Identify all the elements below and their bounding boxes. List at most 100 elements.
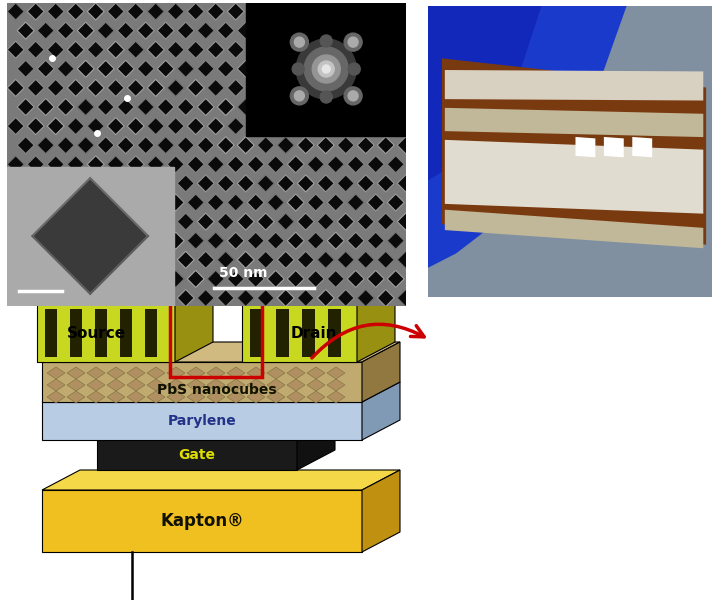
Polygon shape [77, 251, 94, 268]
Polygon shape [575, 137, 595, 157]
Polygon shape [237, 213, 255, 230]
Polygon shape [27, 156, 44, 173]
Polygon shape [307, 308, 324, 326]
Polygon shape [388, 271, 404, 287]
Polygon shape [47, 379, 65, 391]
Polygon shape [87, 308, 104, 326]
Polygon shape [127, 3, 145, 20]
Polygon shape [27, 271, 44, 287]
Polygon shape [197, 137, 214, 154]
Polygon shape [357, 284, 395, 362]
Polygon shape [58, 175, 74, 192]
Text: Gate: Gate [178, 448, 216, 462]
Polygon shape [91, 334, 141, 354]
Polygon shape [632, 137, 652, 157]
Polygon shape [317, 137, 334, 154]
Polygon shape [247, 391, 265, 403]
Polygon shape [257, 60, 274, 77]
Bar [170, 299, 262, 377]
Polygon shape [137, 213, 154, 230]
Polygon shape [407, 118, 424, 134]
Polygon shape [357, 213, 374, 230]
Polygon shape [58, 213, 74, 230]
Polygon shape [407, 194, 424, 211]
Polygon shape [157, 213, 174, 230]
Polygon shape [37, 137, 54, 154]
Polygon shape [77, 22, 94, 39]
Polygon shape [42, 382, 400, 402]
Polygon shape [327, 79, 344, 97]
Polygon shape [377, 137, 394, 154]
Polygon shape [187, 118, 204, 134]
Polygon shape [187, 271, 204, 287]
Polygon shape [168, 156, 184, 173]
Polygon shape [77, 137, 94, 154]
Bar [95, 309, 107, 357]
Polygon shape [17, 175, 35, 192]
Polygon shape [227, 232, 244, 249]
Polygon shape [113, 334, 163, 354]
Polygon shape [237, 98, 255, 115]
Polygon shape [127, 79, 145, 97]
Polygon shape [127, 41, 145, 58]
Polygon shape [127, 118, 145, 134]
Polygon shape [117, 60, 134, 77]
Polygon shape [77, 98, 94, 115]
Polygon shape [317, 213, 334, 230]
Polygon shape [107, 118, 124, 134]
Polygon shape [227, 79, 244, 97]
Polygon shape [168, 118, 184, 134]
Polygon shape [67, 118, 84, 134]
Polygon shape [267, 379, 285, 391]
Polygon shape [58, 289, 74, 307]
Polygon shape [17, 137, 35, 154]
Polygon shape [117, 213, 134, 230]
Circle shape [348, 37, 358, 47]
Polygon shape [37, 60, 54, 77]
Polygon shape [227, 308, 244, 326]
Polygon shape [157, 251, 174, 268]
Polygon shape [127, 379, 145, 391]
Polygon shape [67, 79, 84, 97]
Polygon shape [27, 232, 44, 249]
Polygon shape [197, 251, 214, 268]
Bar [70, 309, 82, 357]
Polygon shape [147, 391, 165, 403]
Circle shape [320, 91, 332, 103]
Polygon shape [197, 22, 214, 39]
Polygon shape [127, 271, 145, 287]
Polygon shape [428, 6, 626, 268]
Polygon shape [242, 284, 395, 304]
Polygon shape [287, 156, 304, 173]
Polygon shape [242, 304, 357, 362]
Polygon shape [257, 213, 274, 230]
Polygon shape [388, 194, 404, 211]
Polygon shape [297, 175, 314, 192]
Polygon shape [217, 22, 234, 39]
Polygon shape [442, 58, 706, 245]
Polygon shape [197, 175, 214, 192]
Polygon shape [377, 251, 394, 268]
Polygon shape [397, 98, 414, 115]
Polygon shape [7, 194, 24, 211]
Polygon shape [147, 41, 164, 58]
Polygon shape [237, 137, 255, 154]
Polygon shape [337, 175, 354, 192]
Polygon shape [257, 175, 274, 192]
Text: PbS nanocubes: PbS nanocubes [157, 383, 277, 397]
Polygon shape [77, 213, 94, 230]
Polygon shape [168, 232, 184, 249]
Polygon shape [287, 118, 304, 134]
Polygon shape [367, 156, 384, 173]
Polygon shape [175, 284, 213, 362]
Polygon shape [87, 232, 104, 249]
Polygon shape [367, 118, 384, 134]
Polygon shape [407, 308, 424, 326]
Polygon shape [37, 251, 54, 268]
Polygon shape [347, 308, 365, 326]
Polygon shape [137, 137, 154, 154]
Polygon shape [287, 391, 305, 403]
Polygon shape [247, 308, 264, 326]
Polygon shape [147, 194, 164, 211]
Polygon shape [367, 232, 384, 249]
